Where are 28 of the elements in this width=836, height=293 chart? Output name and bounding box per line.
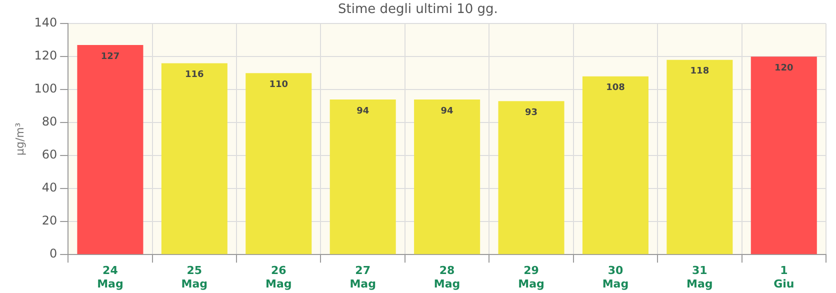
y-tick-label: 40: [42, 180, 58, 195]
data-label: 116: [185, 70, 204, 80]
y-tick-label: 60: [42, 148, 58, 162]
y-tick-label: 140: [34, 16, 58, 30]
data-label: 94: [440, 106, 454, 116]
y-tick-label: 0: [49, 246, 58, 261]
chart-title: Stime degli ultimi 10 gg.: [338, 2, 498, 18]
y-tick-label: 20: [42, 214, 58, 228]
y-axis-title: µg/m³: [13, 122, 26, 156]
data-label: 108: [606, 83, 625, 94]
data-label: 120: [774, 63, 794, 74]
x-tick-label: 28 Mag: [434, 264, 460, 290]
y-tick-label: 120: [34, 48, 58, 63]
x-tick-label: 27 Mag: [350, 264, 376, 290]
x-tick-label: 25 Mag: [181, 264, 208, 290]
data-label: 93: [524, 108, 538, 118]
data-label: 127: [100, 52, 120, 62]
y-tick-label: 100: [34, 82, 58, 96]
x-tick-label: 29 Mag: [518, 264, 544, 290]
x-tick-label: 1 Giu: [774, 264, 794, 290]
x-tick-label: 26 Mag: [266, 264, 292, 290]
data-label: 118: [690, 66, 710, 77]
data-label: 94: [356, 106, 370, 116]
x-tick-label: 31 Mag: [686, 264, 713, 290]
x-tick-label: 30 Mag: [602, 264, 629, 290]
y-tick-label: 80: [42, 114, 58, 129]
x-tick-label: 24 Mag: [97, 264, 124, 290]
data-label: 110: [269, 80, 288, 90]
